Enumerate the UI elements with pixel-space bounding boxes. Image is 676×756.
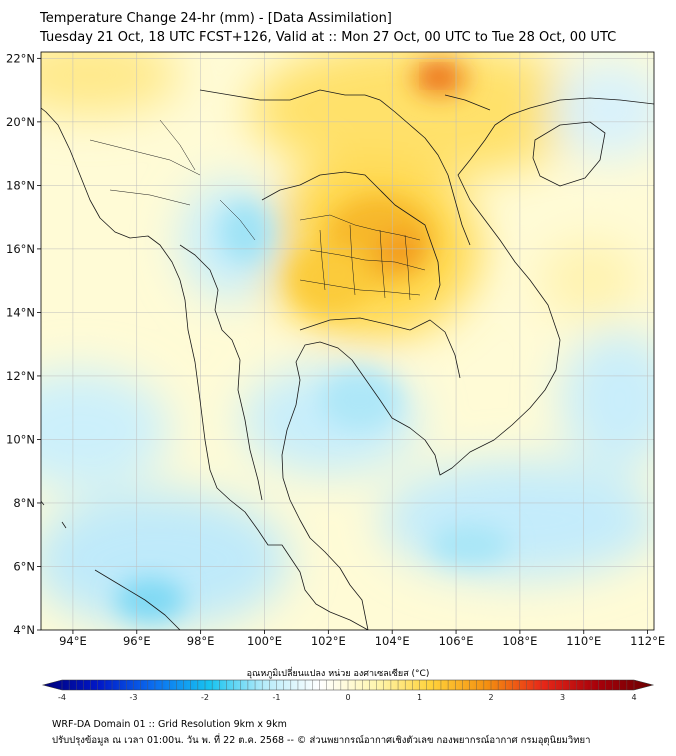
cambodia-border xyxy=(299,317,461,379)
lon-label: 102°E xyxy=(311,634,346,648)
colorbar-tick-labels: -4 -3 -2 -1 0 1 2 3 4 xyxy=(58,693,637,702)
lon-label: 110°E xyxy=(566,634,601,648)
laos-thailand-border xyxy=(261,171,441,301)
lon-label: 94°E xyxy=(59,634,87,648)
myanmar-states xyxy=(89,119,256,241)
colorbar-tick-label: 4 xyxy=(631,693,636,702)
colorbar: -4 -3 -2 -1 0 1 2 3 4 xyxy=(41,679,655,702)
chart-title: Temperature Change 24-hr (mm) - [Data As… xyxy=(40,11,392,26)
sumatra-coastline xyxy=(94,569,181,630)
lat-label: 4°N xyxy=(13,623,35,637)
lat-label: 12°N xyxy=(6,369,35,383)
hainan-island xyxy=(532,121,606,187)
map-frame xyxy=(40,51,655,631)
myanmar-thailand-border xyxy=(179,244,263,501)
lon-label: 100°E xyxy=(247,634,282,648)
thai-provinces xyxy=(299,214,426,301)
mainland-coastline xyxy=(41,97,654,630)
lon-label: 106°E xyxy=(439,634,474,648)
china-border xyxy=(199,89,491,111)
lat-label: 22°N xyxy=(6,51,35,65)
lon-label: 98°E xyxy=(187,634,215,648)
footer-model-info: WRF-DA Domain 01 :: Grid Resolution 9km … xyxy=(52,719,287,730)
colorbar-tick-label: -2 xyxy=(201,693,209,702)
colorbar-minor-ticks xyxy=(61,680,635,690)
temperature-field xyxy=(41,52,654,630)
north-vietnam-hotspot xyxy=(428,69,446,83)
footer-credit: ปรับปรุงข้อมูล ณ เวลา 01:00น. วัน พ. ที่… xyxy=(52,735,591,746)
colorbar-tick-label: -3 xyxy=(130,693,138,702)
lat-label: 16°N xyxy=(6,242,35,256)
coastlines-and-borders xyxy=(41,89,654,630)
colorbar-tick-label: -4 xyxy=(58,693,66,702)
lon-label: 104°E xyxy=(375,634,410,648)
nicobar-islands xyxy=(41,500,67,529)
chart-subtitle: Tuesday 21 Oct, 18 UTC FCST+126, Valid a… xyxy=(40,30,617,45)
colorbar-tick-label: 1 xyxy=(417,693,422,702)
lon-label: 108°E xyxy=(502,634,537,648)
colorbar-tick-label: 2 xyxy=(488,693,493,702)
lon-label: 112°E xyxy=(630,634,665,648)
colorbar-tick-label: 3 xyxy=(560,693,565,702)
lat-label: 6°N xyxy=(13,559,35,573)
lat-label: 20°N xyxy=(6,115,35,129)
lat-label: 8°N xyxy=(13,496,35,510)
latitude-axis: 22°N 20°N 18°N 16°N 14°N 12°N 10°N 8°N 6°N 4°N xyxy=(6,51,41,637)
vietnam-laos-border xyxy=(364,94,471,246)
lat-label: 14°N xyxy=(6,305,35,319)
graticule xyxy=(41,52,654,630)
broad-anomaly-layer xyxy=(41,52,654,630)
colorbar-tick-label: -1 xyxy=(273,693,281,702)
colorbar-title: อุณหภูมิเปลี่ยนแปลง หน่วย องศาเซลเซียส (… xyxy=(246,669,430,679)
lat-label: 18°N xyxy=(6,178,35,192)
colorbar-tick-label: 0 xyxy=(345,693,350,702)
lat-label: 10°N xyxy=(6,432,35,446)
longitude-axis: 94°E 96°E 98°E 100°E 102°E 104°E 106°E 108°E 110… xyxy=(59,630,665,648)
lon-label: 96°E xyxy=(123,634,151,648)
